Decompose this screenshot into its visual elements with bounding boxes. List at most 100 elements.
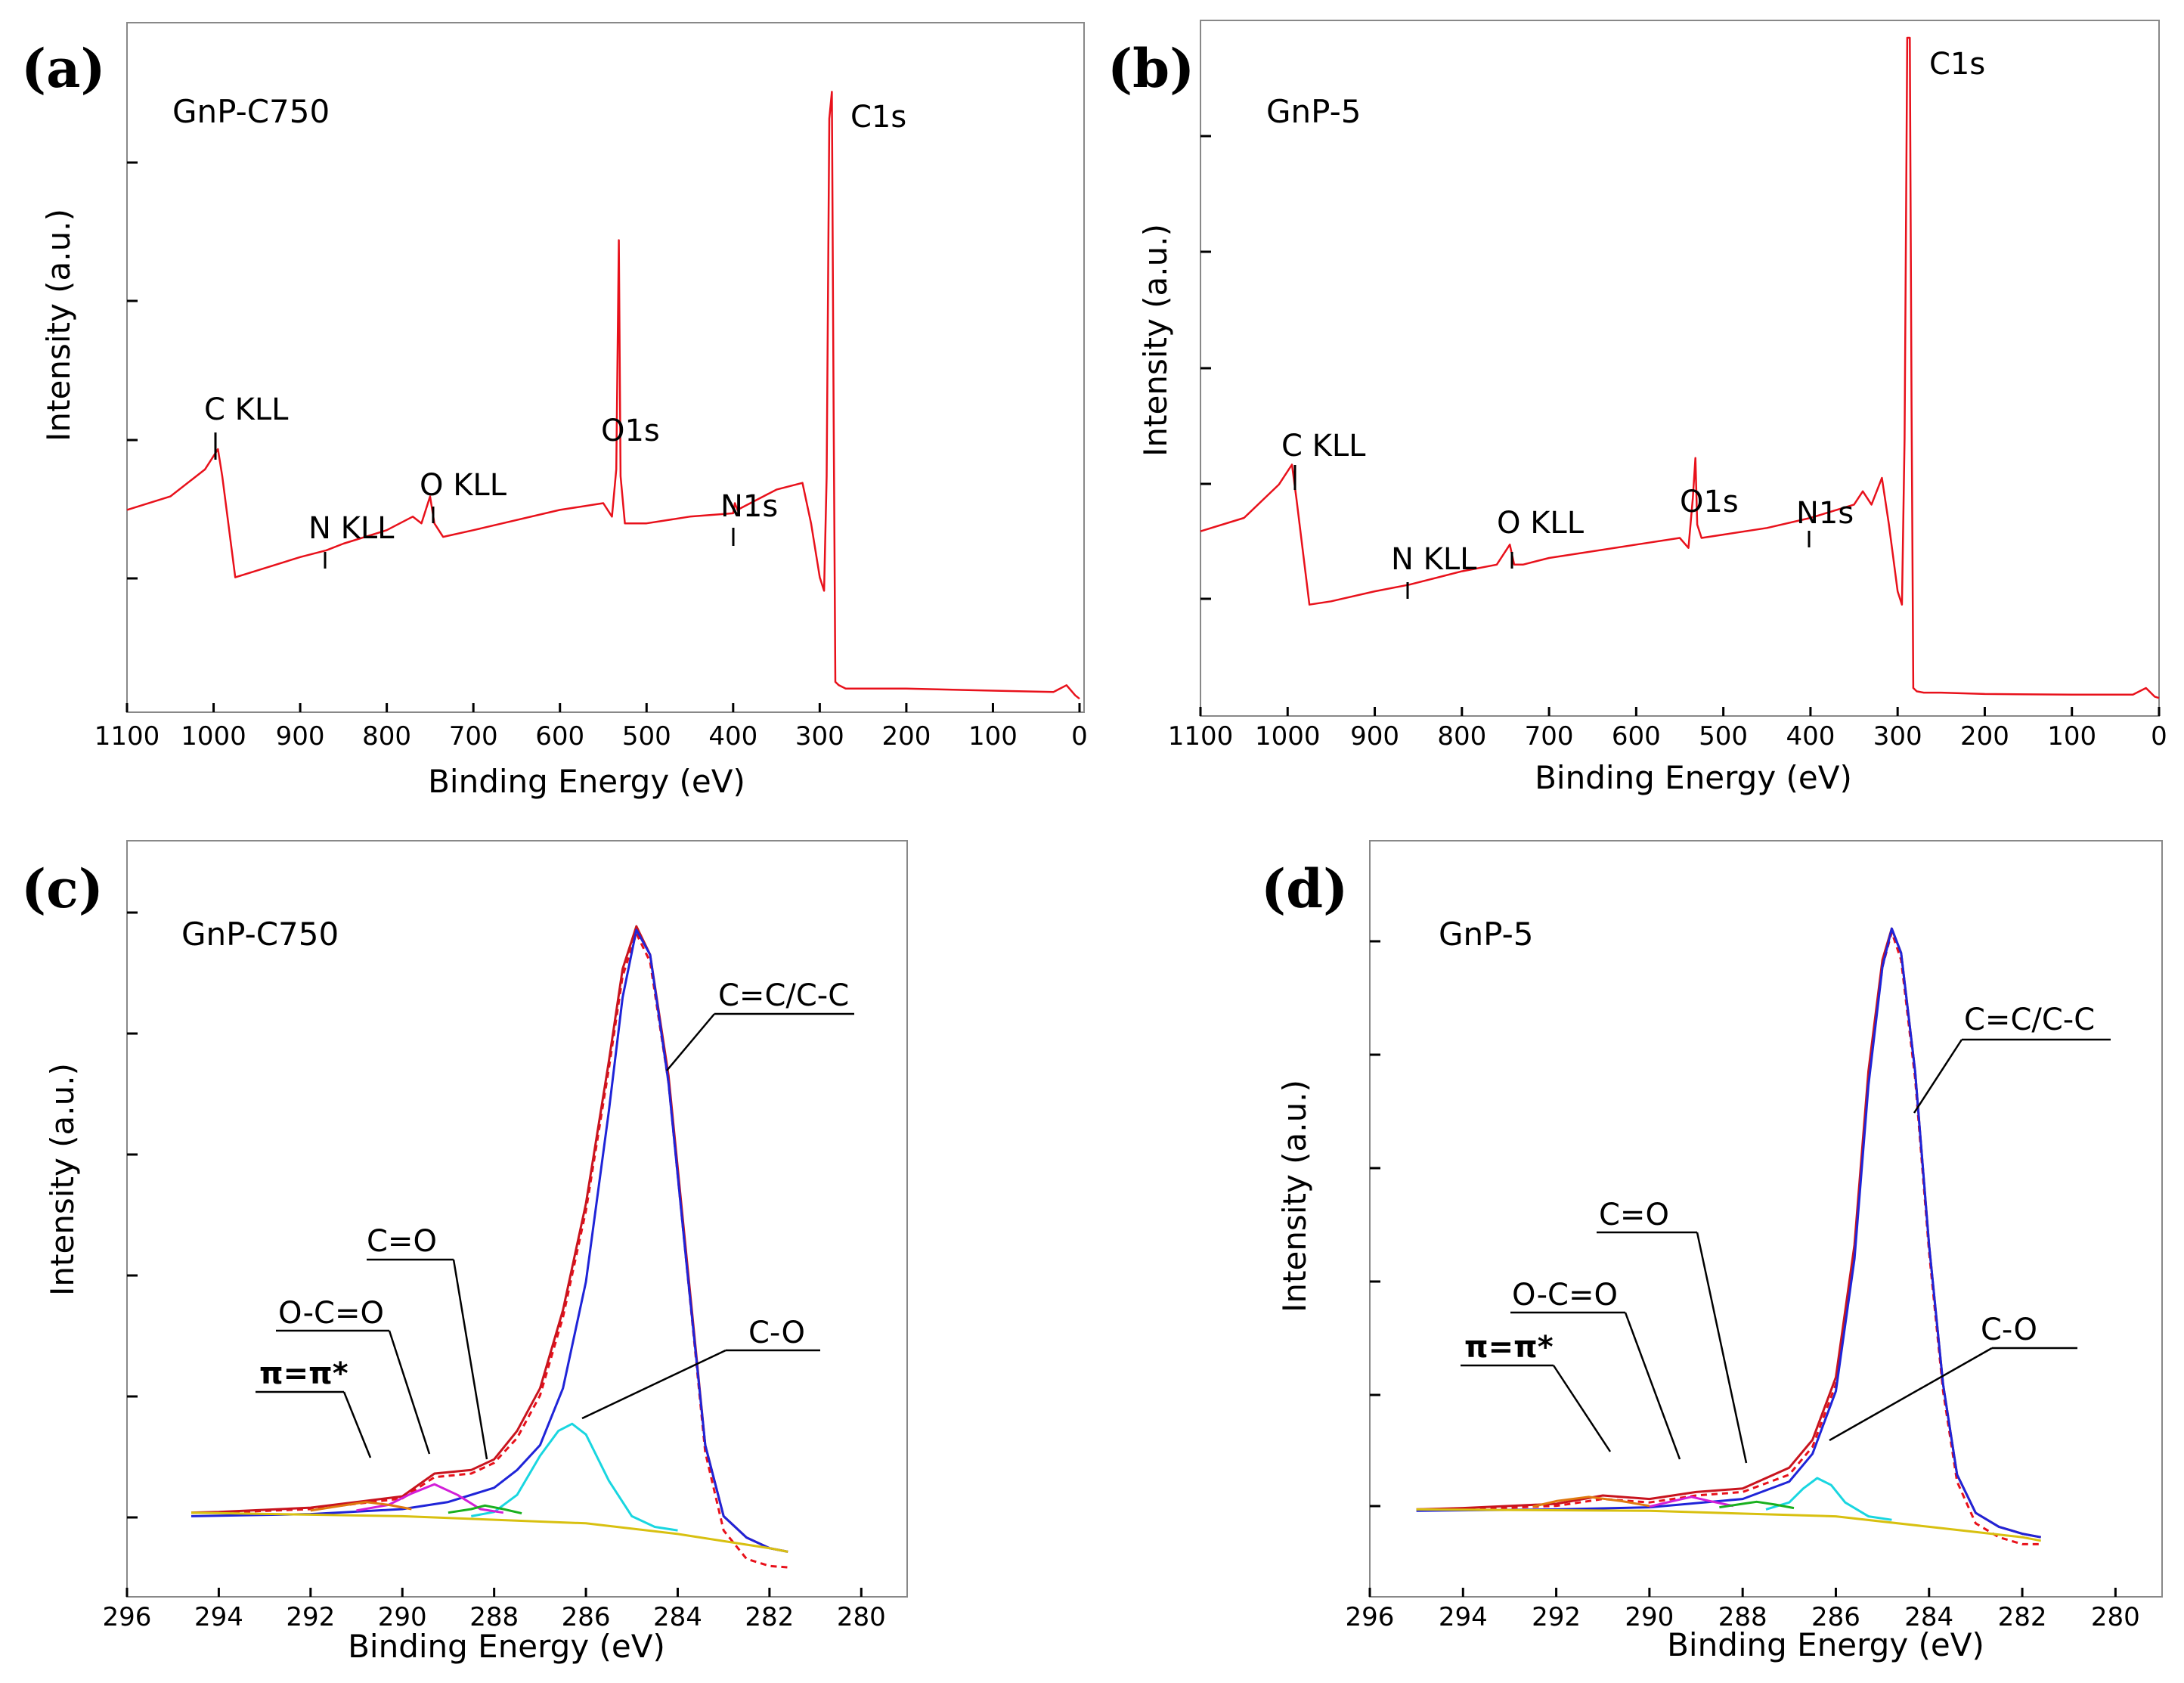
series-c-c-c-c-line (191, 928, 788, 1553)
c-o-double-label-c: C=O (367, 1224, 437, 1259)
series-envelope-line (1416, 927, 2041, 1539)
c-o-double-label-d: C=O (1599, 1198, 1669, 1232)
panel-a: 1100 1000 900 800 700 600 500 400 300 200 100 0 (a)… (21, 22, 1088, 800)
x-tick-label-300: 300 (795, 721, 844, 752)
x-tick-label-1000: 1000 (181, 721, 246, 752)
x-tick-label-200: 200 (1960, 721, 2009, 752)
x-tick-label-500: 500 (622, 721, 671, 752)
oco-label-d: O-C=O (1512, 1278, 1618, 1313)
x-tick-label-284: 284 (1904, 1602, 1953, 1632)
x-tick-label-282: 282 (745, 1602, 794, 1632)
x-tick-label-800: 800 (362, 721, 411, 752)
x-tick-label-0: 0 (1071, 721, 1088, 752)
n-kll-label-a: N KLL (308, 511, 395, 546)
x-axis-title-b: Binding Energy (eV) (1535, 759, 1852, 796)
x-tick-label-280: 280 (837, 1602, 886, 1632)
c-kll-label-a: C KLL (204, 392, 289, 427)
x-axis-title-d: Binding Energy (eV) (1667, 1626, 1984, 1663)
sample-name-a: GnP-C750 (172, 93, 330, 130)
series-c-o-line (448, 1504, 522, 1515)
series-c-o-line (471, 1422, 678, 1532)
plot-frame-c (126, 840, 908, 1598)
x-tick-label-700: 700 (1525, 721, 1574, 752)
x-tick-label-284: 284 (653, 1602, 702, 1632)
series-pi-pi-line (1532, 1495, 1650, 1508)
o-kll-label-b: O KLL (1497, 506, 1585, 541)
co-label-d: C-O (1981, 1313, 2037, 1347)
y-axis-title-d: Intensity (a.u.) (1276, 1080, 1313, 1313)
x-tick-label-100: 100 (2047, 721, 2096, 752)
n1s-label-b: N1s (1796, 496, 1854, 531)
x-tick-label-296: 296 (103, 1602, 152, 1632)
series-c-o-line (1719, 1500, 1795, 1510)
x-axis-title-c: Binding Energy (eV) (348, 1628, 665, 1665)
x-tick-label-900: 900 (276, 721, 325, 752)
x-tick-label-1100: 1100 (94, 721, 160, 752)
y-ticks-d (1370, 940, 1380, 1508)
x-tick-label-700: 700 (449, 721, 498, 752)
x-tick-label-400: 400 (1786, 721, 1835, 752)
x-tick-label-286: 286 (1811, 1602, 1860, 1632)
x-tick-label-200: 200 (881, 721, 931, 752)
leader-lines-d (1461, 1038, 2111, 1464)
oco-label-c: O-C=O (278, 1296, 384, 1331)
y-ticks-c (127, 911, 138, 1519)
x-ticks-b: 1100 1000 900 800 700 600 500 400 300 200 100 0 (1168, 707, 2167, 752)
series-group-c (191, 925, 788, 1569)
x-tick-label-288: 288 (1718, 1602, 1767, 1632)
x-tick-label-292: 292 (1532, 1602, 1581, 1632)
sample-name-d: GnP-5 (1439, 916, 1533, 953)
series-baseline-line (1416, 1508, 2041, 1542)
c1s-label-a: C1s (850, 100, 906, 135)
series-group-d (1416, 927, 2041, 1545)
panel-c: 296 294 292 290 288 286 284 282 280 (c) GnP-C750… (21, 840, 908, 1665)
cc-label-d: C=C/C-C (1964, 1003, 2095, 1037)
series-group-a (126, 91, 1080, 700)
x-tick-label-500: 500 (1699, 721, 1748, 752)
cc-label-c: C=C/C-C (718, 978, 849, 1013)
series-baseline-line (191, 1511, 788, 1553)
x-tick-label-290: 290 (1625, 1602, 1674, 1632)
pi-label-d: π=π* (1464, 1330, 1554, 1365)
series-raw-line (191, 932, 788, 1569)
x-tick-label-1100: 1100 (1168, 721, 1234, 752)
panel-label-a: (a) (21, 37, 106, 100)
panel-label-d: (d) (1261, 857, 1348, 920)
series-pi-pi-line (310, 1501, 412, 1512)
plot-frame-a (126, 22, 1085, 713)
x-tick-label-400: 400 (708, 721, 757, 752)
x-tick-label-280: 280 (2091, 1602, 2140, 1632)
x-tick-label-290: 290 (378, 1602, 427, 1632)
n-kll-label-b: N KLL (1391, 542, 1477, 577)
series-c-c-c-c-line (1416, 927, 2041, 1539)
peak-labels-a (214, 432, 735, 569)
co-label-c: C-O (748, 1316, 805, 1350)
series-group-b (1200, 36, 2160, 699)
sample-name-b: GnP-5 (1266, 93, 1361, 130)
x-ticks-c: 296 294 292 290 288 286 284 282 280 (103, 1588, 886, 1632)
y-ticks-b (1200, 135, 1211, 600)
y-ticks-a (127, 161, 138, 580)
c1s-label-b: C1s (1929, 47, 1985, 82)
x-ticks-d: 296 294 292 290 288 286 284 282 280 (1346, 1588, 2140, 1632)
x-ticks-a: 1100 1000 900 800 700 600 500 400 300 200 100 0 (94, 703, 1088, 752)
x-tick-label-282: 282 (1998, 1602, 2047, 1632)
o1s-label-b: O1s (1680, 485, 1739, 519)
y-axis-title-c: Intensity (a.u.) (44, 1063, 81, 1296)
x-tick-label-294: 294 (194, 1602, 243, 1632)
x-tick-label-292: 292 (286, 1602, 335, 1632)
x-tick-label-600: 600 (535, 721, 584, 752)
o1s-label-a: O1s (601, 414, 660, 448)
c-kll-label-b: C KLL (1281, 429, 1366, 463)
sample-name-c: GnP-C750 (181, 916, 339, 953)
x-tick-label-1000: 1000 (1255, 721, 1321, 752)
x-tick-label-100: 100 (968, 721, 1018, 752)
x-tick-label-288: 288 (469, 1602, 519, 1632)
panel-label-c: (c) (21, 857, 104, 920)
pi-label-c: π=π* (259, 1356, 349, 1391)
x-tick-label-296: 296 (1346, 1602, 1395, 1632)
series-survey-line (126, 91, 1080, 700)
n1s-label-a: N1s (720, 489, 778, 524)
panel-b: 1100 1000 900 800 700 600 500 400 300 200 100 0 (b)… (1107, 20, 2167, 796)
